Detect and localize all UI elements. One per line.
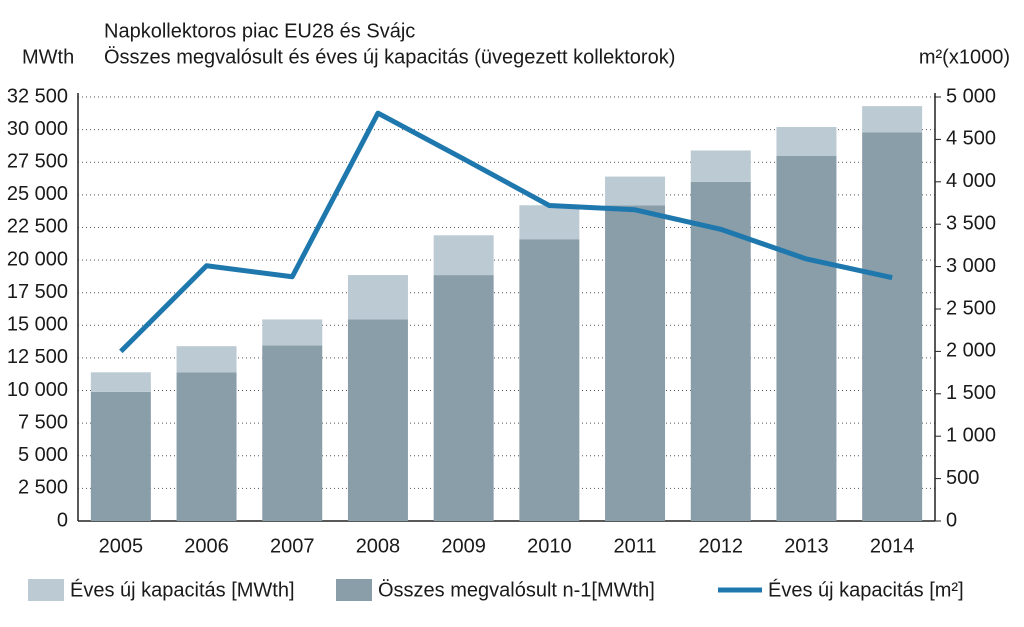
bar-segment — [262, 345, 323, 521]
y2-axis-label: m²(x1000) — [919, 46, 1010, 68]
y-tick-label: 0 — [57, 509, 68, 531]
y2-tick-label: 4 000 — [946, 170, 996, 192]
bar-segment — [519, 239, 580, 522]
y2-tick-label: 3 000 — [946, 255, 996, 277]
bar-segment — [605, 205, 666, 521]
line — [119, 110, 893, 354]
legend-label: Éves új kapacitás [MWth] — [70, 578, 295, 601]
bar-segment — [776, 155, 837, 521]
legend-swatch — [336, 579, 372, 601]
chart-title: Napkollektoros piac EU28 és Svájc — [104, 20, 415, 42]
bar-segment — [776, 127, 837, 156]
x-tick-label: 2005 — [99, 535, 144, 557]
bar-segment — [605, 176, 666, 206]
y-tick-label: 2 500 — [18, 477, 68, 499]
bar-segment — [862, 132, 923, 521]
bar-segment — [262, 319, 323, 346]
bar-segment — [90, 372, 151, 392]
legend-label: Éves új kapacitás [m²] — [768, 578, 964, 601]
y-tick-label: 5 000 — [18, 444, 68, 466]
x-tick-label: 2012 — [699, 535, 744, 557]
y-tick-label: 12 500 — [7, 346, 68, 368]
x-tick-label: 2007 — [270, 535, 315, 557]
bar-segment — [176, 346, 237, 373]
y2-tick-label: 5 000 — [946, 85, 996, 107]
x-tick-label: 2009 — [441, 535, 486, 557]
y2-tick-label: 3 500 — [946, 212, 996, 234]
y2-tick-label: 1 500 — [946, 382, 996, 404]
legend-swatch — [28, 579, 64, 601]
y-axis-label: MWth — [22, 46, 74, 68]
x-tick-label: 2013 — [784, 535, 829, 557]
x-tick-label: 2008 — [356, 535, 401, 557]
y-tick-label: 22 500 — [7, 216, 68, 238]
y-tick-label: 27 500 — [7, 151, 68, 173]
bar-segment — [519, 205, 580, 240]
y2-tick-label: 4 500 — [946, 128, 996, 150]
y2-tick-label: 2 000 — [946, 340, 996, 362]
x-tick-label: 2006 — [184, 535, 229, 557]
chart-subtitle: Összes megvalósult és éves új kapacitás … — [104, 46, 675, 68]
y-tick-label: 15 000 — [7, 314, 68, 336]
bar-segment — [690, 150, 751, 182]
x-tick-label: 2010 — [527, 535, 572, 557]
y2-tick-label: 0 — [946, 509, 957, 531]
bar-segment — [690, 181, 751, 522]
legend-label: Összes megvalósult n-1[MWth] — [378, 579, 655, 601]
y2-tick-label: 1 000 — [946, 424, 996, 446]
bar-segment — [176, 372, 237, 521]
bar-segment — [433, 235, 494, 276]
bar-segment — [433, 275, 494, 521]
bar-segment — [347, 275, 408, 320]
y2-tick-label: 2 500 — [946, 297, 996, 319]
bar-segment — [90, 391, 151, 521]
y2-tick-label: 500 — [946, 467, 979, 489]
y-tick-label: 30 000 — [7, 118, 68, 140]
bar-segment — [862, 106, 923, 133]
x-tick-label: 2014 — [870, 535, 915, 557]
x-tick-label: 2011 — [614, 535, 657, 557]
y-tick-label: 7 500 — [18, 411, 68, 433]
bar-segment — [347, 319, 408, 521]
y-tick-label: 17 500 — [7, 281, 68, 303]
y-tick-label: 10 000 — [7, 379, 68, 401]
y-tick-label: 32 500 — [7, 85, 68, 107]
y-tick-label: 25 000 — [7, 183, 68, 205]
y-tick-label: 20 000 — [7, 248, 68, 270]
